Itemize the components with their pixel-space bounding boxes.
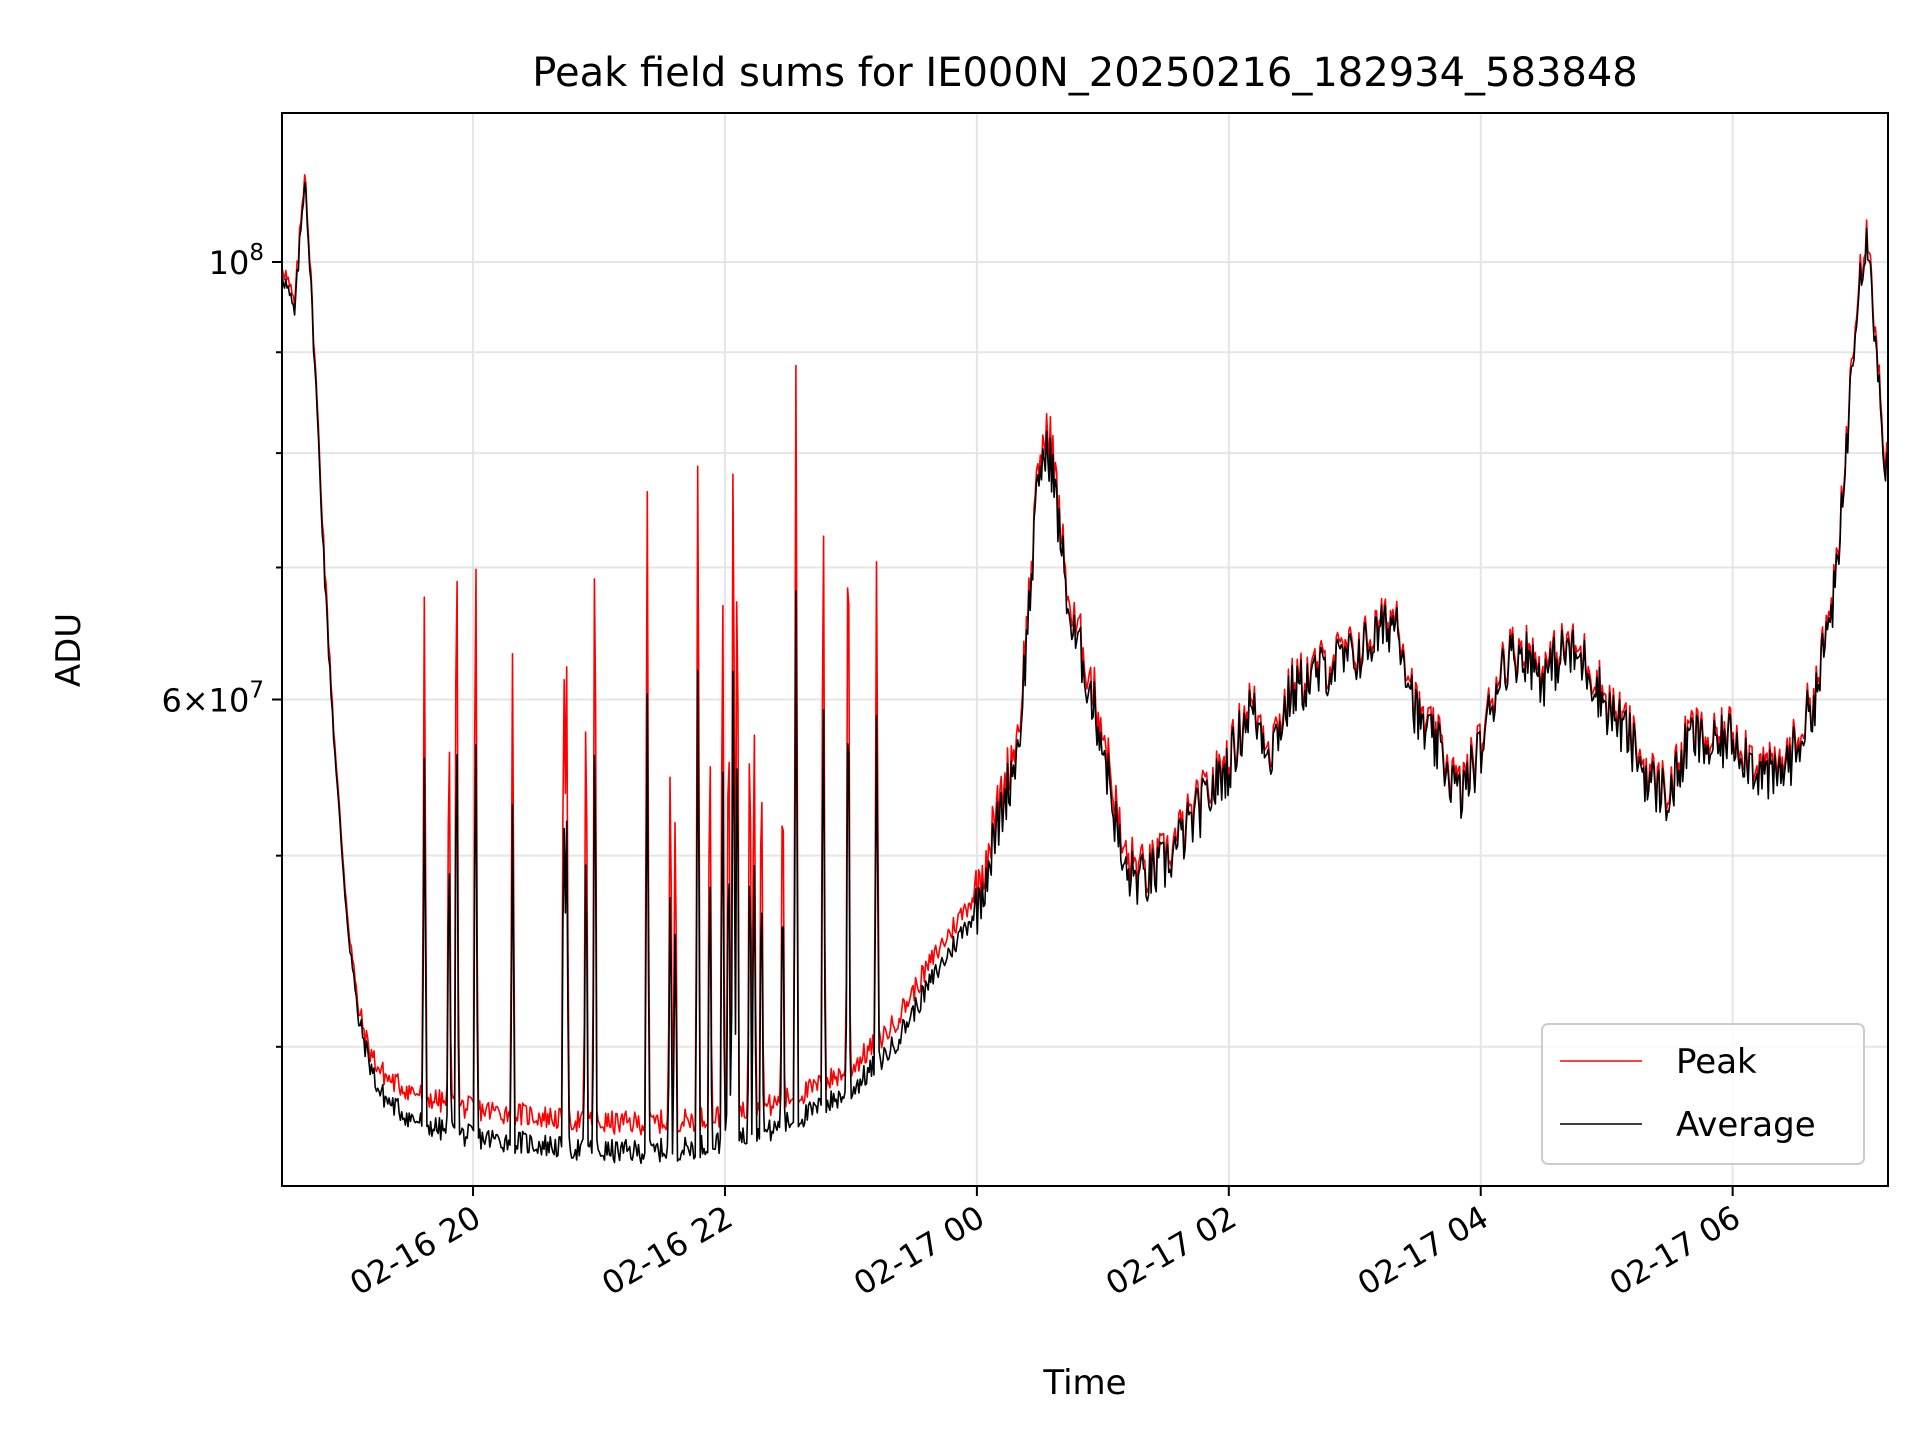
- legend: Peak Average: [1541, 1023, 1865, 1165]
- y-axis-ticks: 108 6×107: [161, 240, 282, 1048]
- series-line-average: [281, 181, 1888, 1165]
- legend-peak-label: Peak: [1676, 1042, 1757, 1082]
- x-axis-label: Time: [1042, 1363, 1126, 1403]
- grid: [282, 113, 1888, 1186]
- plot-lines: [281, 174, 1888, 1165]
- y-axis-label: ADU: [49, 613, 89, 687]
- legend-average-label: Average: [1676, 1105, 1816, 1145]
- y-tick-label: 108: [209, 240, 264, 282]
- plot-frame: [281, 112, 1889, 1187]
- y-tick-label: 6×107: [161, 678, 264, 720]
- series-line-peak: [281, 174, 1888, 1136]
- legend-box: [1541, 1023, 1865, 1165]
- chart-title: Peak field sums for IE000N_20250216_1829…: [532, 50, 1637, 96]
